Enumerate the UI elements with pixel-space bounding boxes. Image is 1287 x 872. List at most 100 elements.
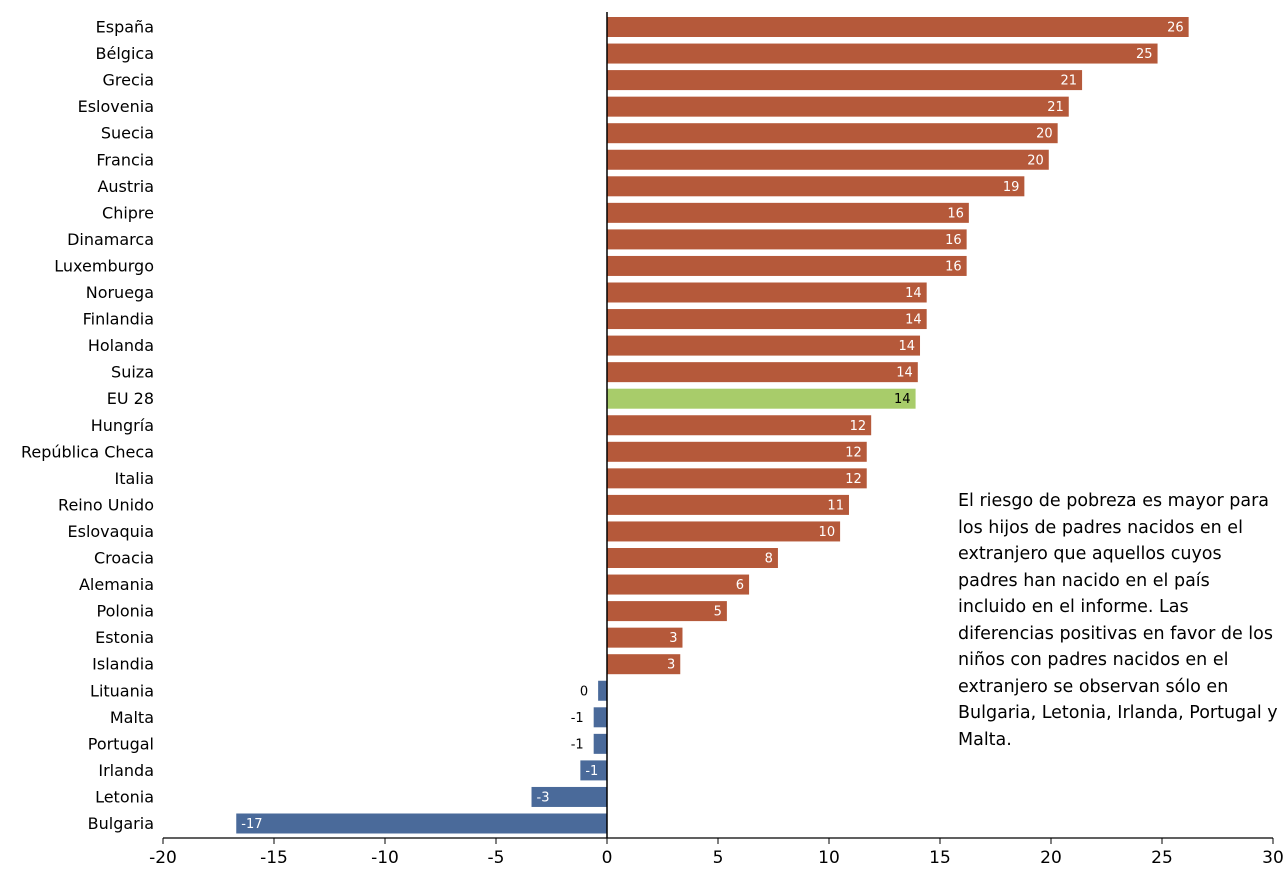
category-label: Irlanda: [98, 761, 154, 780]
category-label: Dinamarca: [67, 230, 154, 249]
bar: [593, 707, 607, 728]
bar: [607, 255, 967, 276]
category-label: Austria: [97, 177, 154, 196]
bar: [607, 176, 1025, 197]
category-label: Croacia: [94, 549, 154, 568]
bar: [607, 229, 967, 250]
x-tick-label: 25: [1151, 848, 1173, 868]
category-label: Grecia: [102, 71, 154, 90]
bar: [607, 96, 1069, 117]
bar: [607, 521, 841, 542]
category-label: Suecia: [101, 124, 154, 143]
data-label: 3: [667, 658, 675, 673]
x-tick-label: 0: [602, 848, 613, 868]
category-label: Italia: [115, 469, 155, 488]
category-label: Eslovenia: [78, 97, 154, 116]
category-label: Suiza: [111, 363, 154, 382]
data-label: -17: [241, 817, 262, 832]
category-label: Noruega: [86, 283, 154, 302]
bar: [607, 202, 969, 223]
category-label: Luxemburgo: [54, 256, 154, 275]
category-label: Finlandia: [83, 310, 154, 329]
bar: [607, 494, 849, 515]
x-tick-label: 15: [929, 848, 951, 868]
category-label: Francia: [96, 150, 154, 169]
category-label: República Checa: [21, 442, 154, 461]
data-label: 25: [1136, 47, 1153, 62]
category-label: Bélgica: [96, 44, 154, 63]
bar: [607, 415, 872, 436]
x-tick-label: -10: [371, 848, 399, 868]
category-label: Lituania: [90, 681, 154, 700]
data-label: 20: [1036, 127, 1053, 142]
bar: [607, 627, 683, 648]
data-label: 14: [905, 286, 922, 301]
bar: [607, 574, 750, 595]
category-label: Letonia: [95, 787, 154, 806]
x-tick-label: 30: [1262, 848, 1284, 868]
data-label: -1: [585, 764, 598, 779]
data-label: 12: [845, 472, 862, 487]
x-tick-label: 10: [818, 848, 840, 868]
bar: [607, 149, 1049, 170]
data-label: 14: [898, 339, 915, 354]
bar: [607, 123, 1058, 144]
bar: [531, 786, 607, 807]
data-label: 21: [1047, 100, 1064, 115]
category-label: Alemania: [79, 575, 154, 594]
bar: [598, 680, 607, 701]
data-label: 5: [714, 605, 722, 620]
category-label: Hungría: [91, 416, 154, 435]
data-label: 19: [1003, 180, 1020, 195]
data-label: 26: [1167, 21, 1184, 36]
category-label: Islandia: [92, 655, 154, 674]
data-label: 3: [669, 631, 677, 646]
category-label: Portugal: [88, 734, 154, 753]
bar: [607, 654, 681, 675]
data-label: 21: [1061, 74, 1078, 89]
data-label: 20: [1027, 153, 1044, 168]
category-label: España: [96, 18, 154, 37]
data-label: 14: [894, 392, 911, 407]
data-label: -1: [571, 711, 584, 726]
category-label: EU 28: [107, 389, 154, 408]
category-label: Reino Unido: [58, 495, 154, 514]
data-label: 14: [896, 366, 913, 381]
category-label: Malta: [110, 708, 154, 727]
bar: [607, 282, 927, 303]
bar: [593, 733, 607, 754]
data-label: 12: [850, 419, 867, 434]
bar: [607, 468, 867, 489]
bar: [580, 760, 607, 781]
x-tick-label: 20: [1040, 848, 1062, 868]
x-tick-label: -5: [488, 848, 505, 868]
category-label: Holanda: [88, 336, 154, 355]
bar: [607, 70, 1083, 91]
bar: [607, 601, 727, 622]
bar: [607, 388, 916, 409]
chart-annotation: El riesgo de pobreza es mayor para los h…: [958, 491, 1278, 750]
bar: [607, 362, 918, 383]
data-label: 0: [580, 684, 588, 699]
x-tick-label: -20: [149, 848, 177, 868]
bar: [607, 335, 921, 356]
bar: [607, 309, 927, 330]
data-label: 11: [827, 498, 844, 513]
data-label: 16: [947, 206, 964, 221]
category-label: Bulgaria: [88, 814, 154, 833]
category-label: Estonia: [95, 628, 154, 647]
data-label: 10: [819, 525, 836, 540]
bar: [236, 813, 607, 834]
x-tick-label: 5: [713, 848, 724, 868]
data-label: 14: [905, 313, 922, 328]
category-label: Eslovaquia: [68, 522, 155, 541]
bar: [607, 548, 778, 568]
data-label: 6: [736, 578, 744, 593]
data-label: 12: [845, 445, 862, 460]
data-label: -1: [571, 737, 584, 752]
x-tick-label: -15: [260, 848, 288, 868]
category-label: Polonia: [97, 602, 155, 621]
data-label: 16: [945, 259, 962, 274]
bar: [607, 17, 1189, 37]
